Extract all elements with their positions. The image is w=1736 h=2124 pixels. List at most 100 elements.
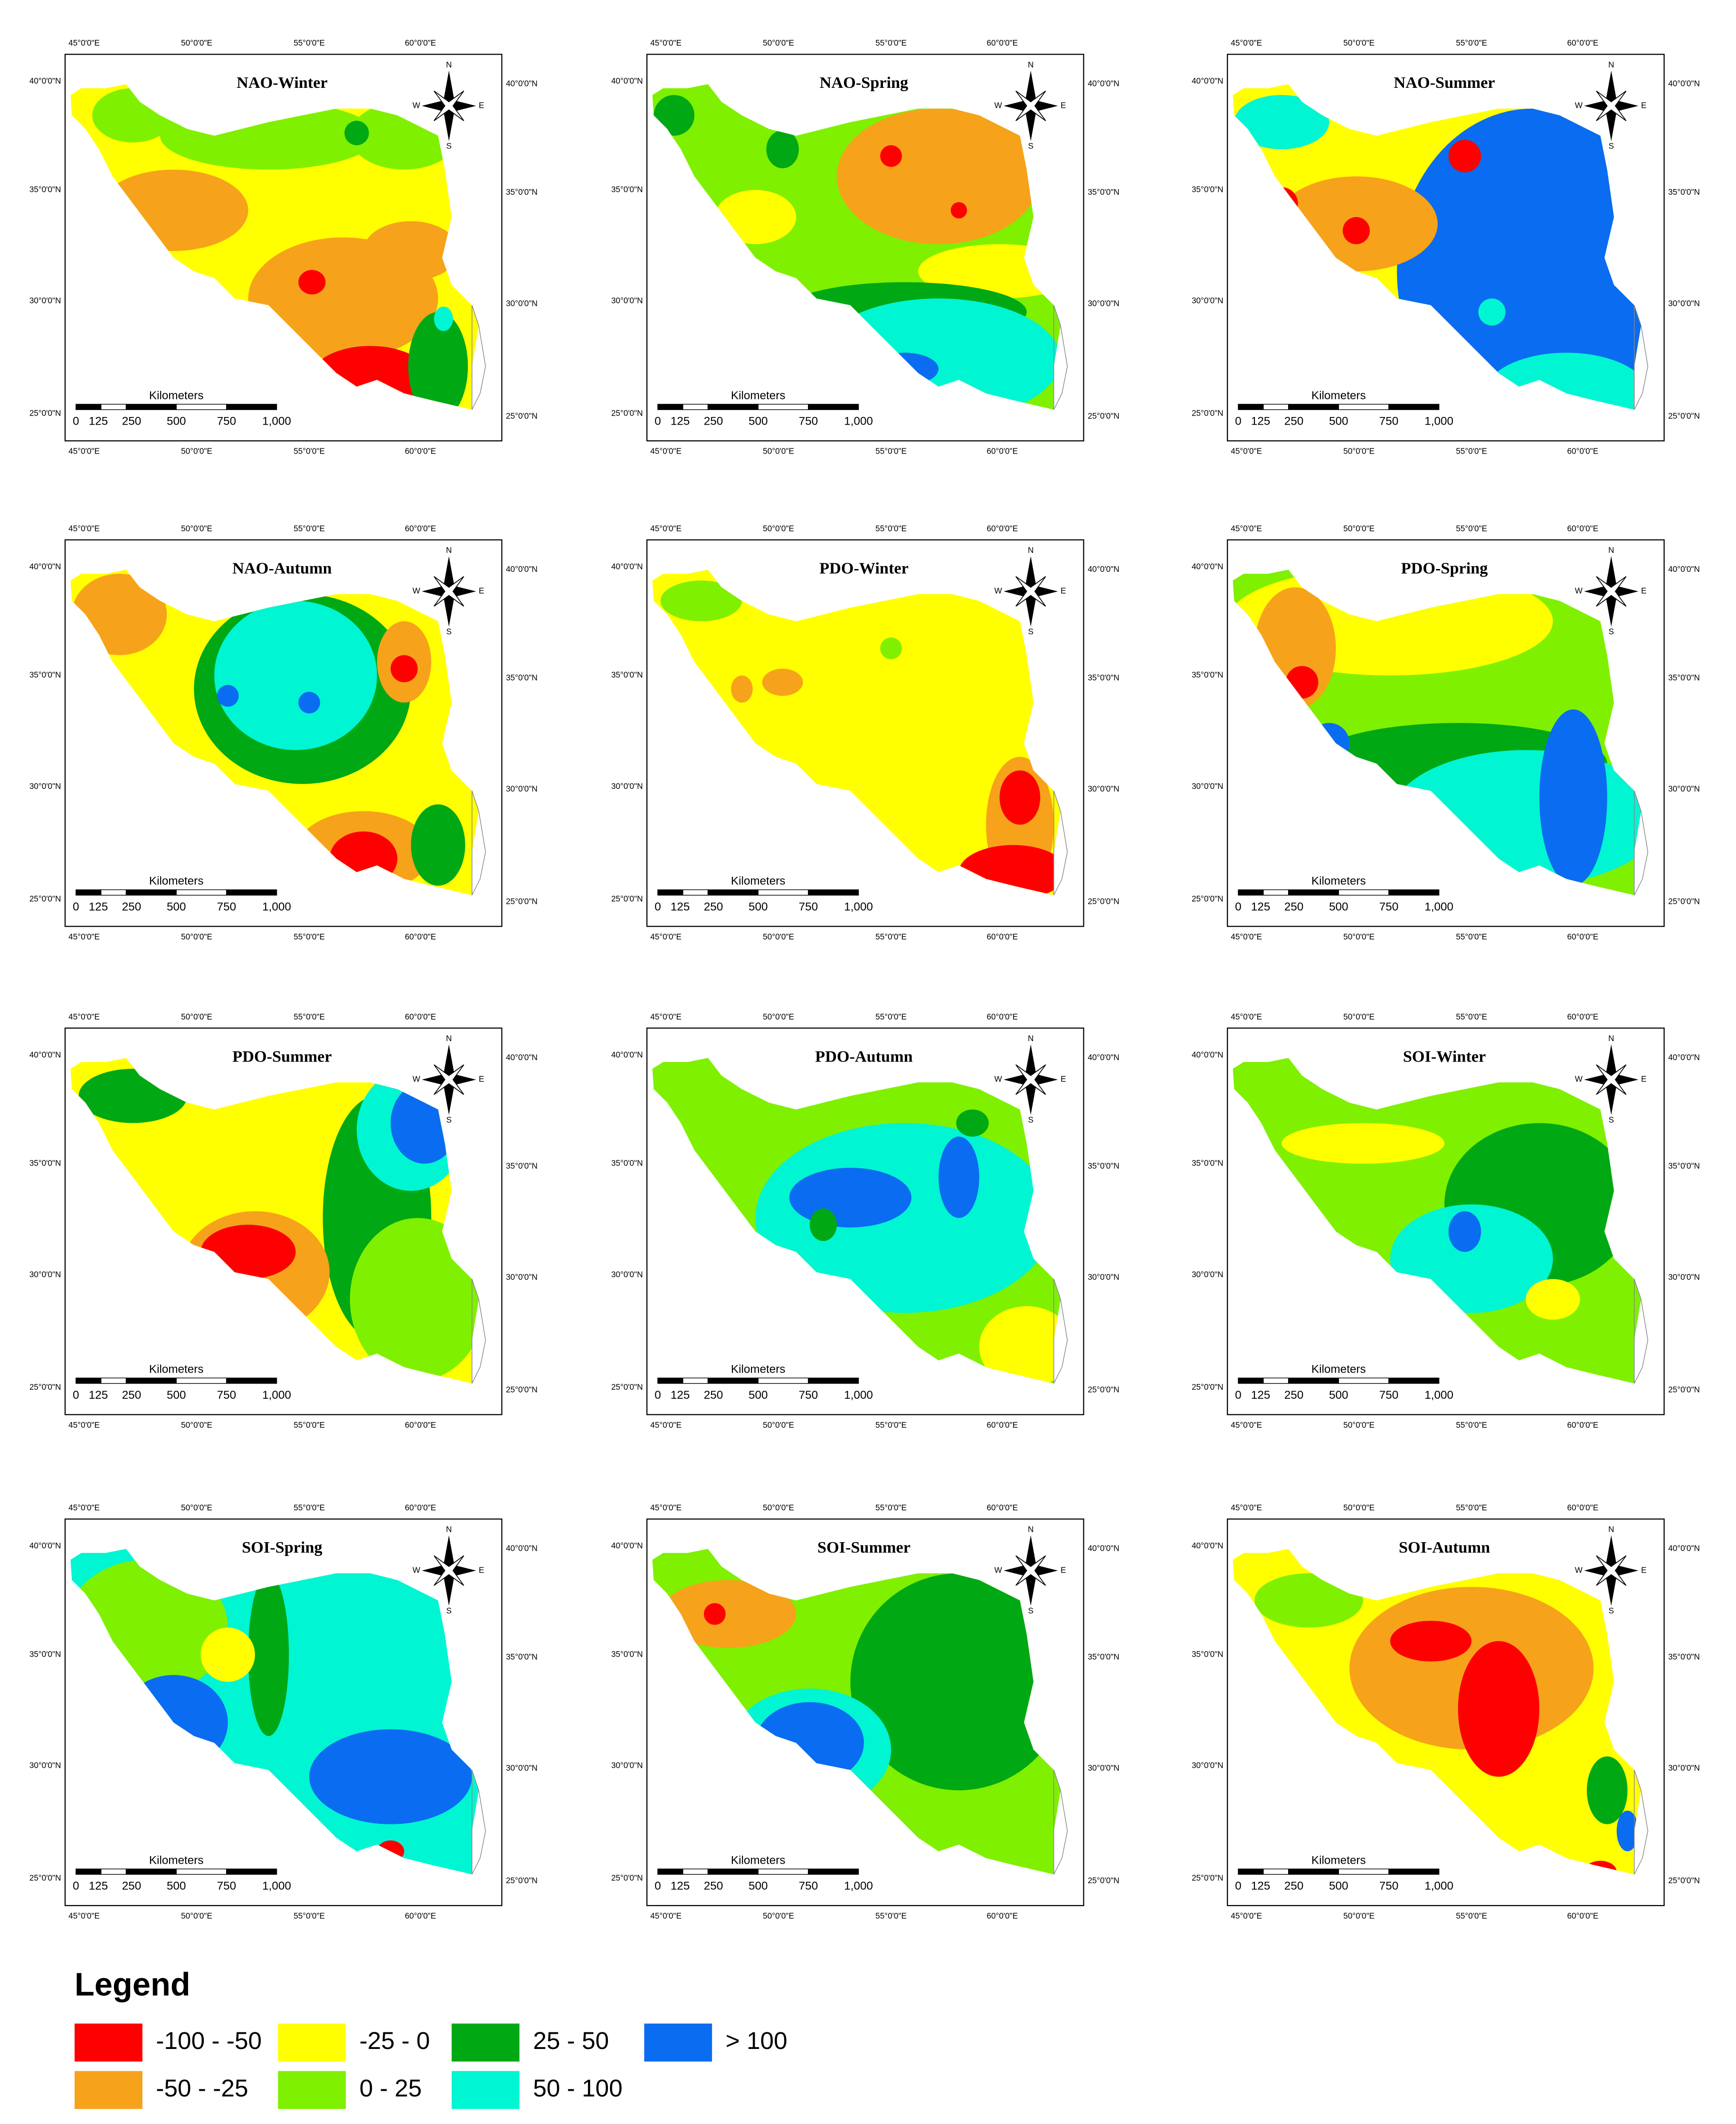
compass-star-diag	[1596, 1064, 1627, 1095]
x-label-top: 50°0'0"E	[763, 1503, 794, 1512]
x-label-bottom: 60°0'0"E	[987, 1911, 1018, 1920]
x-label-bottom: 60°0'0"E	[987, 446, 1018, 456]
x-label-top: 45°0'0"E	[68, 523, 100, 533]
scale-label: 125	[1251, 1880, 1271, 1893]
compass-e: E	[479, 100, 484, 110]
scale-seg	[101, 404, 127, 410]
map-panel: PDO-Winter 45°0'0"E 45°0'0"E 50°0'0"E 50°0'0…	[611, 523, 1119, 941]
scale-seg	[1288, 1868, 1339, 1875]
map-panel: SOI-Summer 45°0'0"E 45°0'0"E 50°0'0"E 50°0'0…	[611, 1503, 1119, 1920]
zone	[1390, 1621, 1472, 1662]
y-label-left: 25°0'0"N	[611, 408, 643, 418]
x-label-bottom: 60°0'0"E	[1567, 446, 1598, 456]
legend-label: -50 - -25	[156, 2074, 248, 2102]
y-label-right: 30°0'0"N	[1088, 784, 1119, 794]
zone	[703, 1603, 726, 1625]
x-label-top: 55°0'0"E	[1456, 1012, 1487, 1021]
scale-label: 500	[1329, 901, 1348, 913]
scale-label: 500	[167, 901, 186, 913]
compass-w: W	[413, 1074, 421, 1084]
x-label-bottom: 55°0'0"E	[1456, 1911, 1487, 1920]
scale-seg	[1288, 404, 1339, 410]
y-label-right: 25°0'0"N	[506, 1876, 538, 1885]
scale-seg	[1288, 889, 1339, 896]
zone	[390, 655, 418, 683]
compass-star-diag	[1015, 90, 1046, 121]
x-label-bottom: 50°0'0"E	[763, 446, 794, 456]
scale-label: 0	[73, 1389, 79, 1402]
legend-swatch	[644, 2023, 712, 2062]
y-label-right: 40°0'0"N	[1668, 79, 1700, 88]
scale-label: 1,000	[844, 1389, 873, 1402]
scale-label: 0	[655, 901, 661, 913]
scale-label: 0	[73, 1880, 79, 1893]
x-label-top: 50°0'0"E	[1343, 523, 1375, 533]
y-label-left: 40°0'0"N	[29, 1050, 61, 1059]
scale-seg	[76, 404, 102, 410]
y-label-left: 25°0'0"N	[611, 1382, 643, 1392]
y-label-right: 30°0'0"N	[1088, 1763, 1119, 1773]
y-label-left: 35°0'0"N	[29, 1158, 61, 1168]
scale-label: 750	[217, 1389, 236, 1402]
y-label-left: 30°0'0"N	[611, 296, 643, 305]
y-label-left: 35°0'0"N	[29, 1649, 61, 1659]
scale-label: 250	[1284, 1880, 1304, 1893]
scale-seg	[707, 1377, 759, 1384]
y-label-left: 35°0'0"N	[611, 184, 643, 194]
scale-seg	[76, 1868, 102, 1875]
scale-seg	[125, 404, 177, 410]
scale-seg	[101, 1377, 127, 1384]
compass: N S W E	[413, 545, 484, 636]
scale-label: 500	[1329, 1880, 1348, 1893]
legend-label: 25 - 50	[533, 2027, 609, 2054]
scale-label: 500	[167, 1389, 186, 1402]
x-label-top: 55°0'0"E	[1456, 523, 1487, 533]
y-label-right: 35°0'0"N	[506, 1161, 538, 1170]
x-label-top: 45°0'0"E	[68, 38, 100, 47]
scale-title: Kilometers	[731, 875, 786, 888]
scale-bar: Kilometers 0 125 250 500 750 1,000	[655, 875, 873, 913]
scale-bar: Kilometers 0 125 250 500 750 1,000	[1235, 389, 1453, 427]
scale-label: 0	[1235, 901, 1242, 913]
compass-s: S	[1028, 1606, 1033, 1615]
legend-swatch	[451, 2071, 520, 2109]
y-label-right: 25°0'0"N	[1088, 1385, 1119, 1394]
border	[1634, 1770, 1649, 1875]
scale-bar: Kilometers 0 125 250 500 750 1,000	[655, 389, 873, 427]
scale-seg	[1263, 404, 1289, 410]
scale-seg	[1338, 889, 1389, 896]
scale-seg	[176, 889, 227, 896]
compass: N S W E	[413, 1034, 484, 1124]
scale-seg	[76, 1377, 102, 1384]
x-label-top: 50°0'0"E	[763, 523, 794, 533]
border	[1634, 1279, 1649, 1384]
scale-label: 125	[671, 1389, 690, 1402]
scale-label: 0	[73, 415, 79, 428]
x-label-bottom: 45°0'0"E	[650, 1911, 682, 1920]
scale-label: 750	[799, 1880, 818, 1893]
compass: N S W E	[413, 60, 484, 151]
legend-swatch	[451, 2023, 520, 2062]
scale-title: Kilometers	[149, 1854, 204, 1867]
compass-s: S	[446, 1606, 451, 1615]
compass-s: S	[1609, 626, 1614, 636]
compass: N S W E	[1575, 60, 1647, 151]
scale-seg	[1238, 889, 1264, 896]
zone	[999, 770, 1041, 825]
scale-seg	[125, 1868, 177, 1875]
x-label-top: 45°0'0"E	[650, 523, 682, 533]
compass-w: W	[1575, 1565, 1583, 1574]
y-label-left: 25°0'0"N	[29, 408, 61, 418]
y-label-right: 35°0'0"N	[1668, 673, 1700, 682]
scale-seg	[76, 889, 102, 896]
zone	[1448, 1211, 1481, 1252]
map-panel: PDO-Spring 45°0'0"E 45°0'0"E 50°0'0"E 50°0'0…	[1192, 523, 1700, 941]
scale-label: 750	[217, 1880, 236, 1893]
x-label-top: 55°0'0"E	[875, 38, 907, 47]
zone	[1485, 352, 1641, 410]
zone	[836, 108, 1041, 245]
scale-label: 125	[89, 415, 108, 428]
zone	[434, 306, 453, 331]
x-label-bottom: 55°0'0"E	[294, 1911, 325, 1920]
compass-e: E	[479, 586, 484, 596]
